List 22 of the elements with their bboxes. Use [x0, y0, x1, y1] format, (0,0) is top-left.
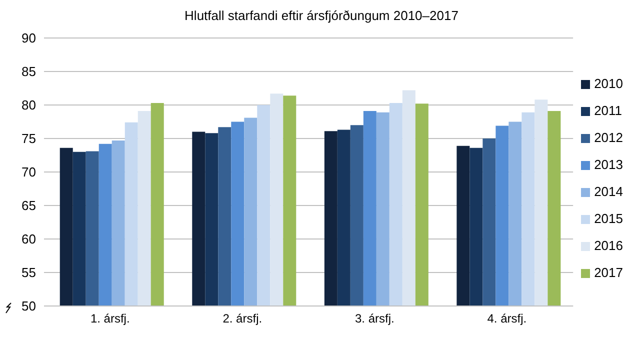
legend-label: 2013 [594, 157, 623, 172]
legend-label: 2017 [594, 265, 623, 280]
legend-label: 2014 [594, 184, 623, 199]
x-tick-label: 3. ársfj. [354, 312, 394, 326]
y-tick-label: 70 [22, 164, 36, 180]
y-tick-label: 65 [22, 198, 36, 214]
y-tick-label: 50 [22, 298, 36, 314]
y-tick-label: 60 [22, 232, 36, 247]
legend-label: 2015 [594, 211, 623, 226]
y-tick-label: 75 [22, 131, 36, 146]
legend-label: 2016 [594, 238, 623, 253]
x-tick-label: 1. ársfj. [90, 312, 130, 326]
x-tick-label: 4. ársfj. [487, 312, 527, 326]
x-tick-label: 2. ársfj. [222, 312, 262, 326]
y-tick-label: 55 [22, 265, 36, 280]
legend-label: 2011 [594, 103, 622, 118]
legend-label: 2012 [594, 130, 623, 145]
y-tick-label: 85 [22, 64, 36, 80]
y-tick-label: 90 [22, 30, 36, 46]
legend-label: 2010 [594, 76, 623, 91]
chart-title: Hlutfall starfandi eftir ársfjórðungum 2010–2017 [184, 8, 460, 23]
y-tick-label: 80 [22, 98, 36, 113]
